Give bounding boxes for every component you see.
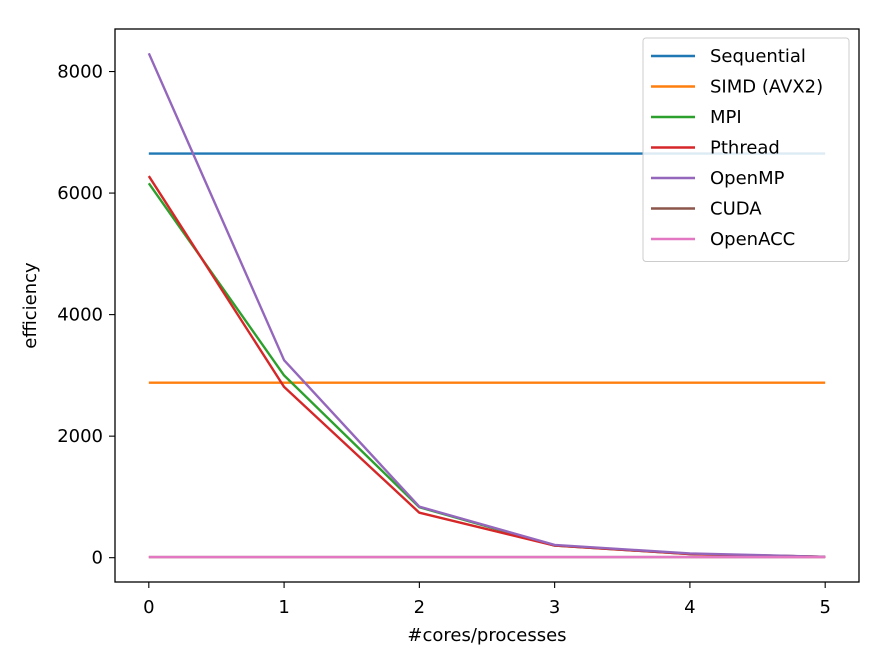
x-axis-ticks: 0 1 2 3 4 5 [143, 582, 831, 618]
legend-item: CUDA [651, 199, 762, 220]
legend-item: SIMD (AVX2) [651, 77, 823, 98]
legend-label: OpenMP [710, 168, 785, 189]
legend-label: SIMD (AVX2) [710, 77, 823, 98]
y-tick-label: 2000 [57, 426, 103, 447]
legend-item: OpenACC [651, 229, 795, 250]
legend-label: Sequential [710, 46, 806, 67]
legend-item: MPI [651, 107, 742, 128]
series-line-4 [147, 52, 826, 558]
legend-label: OpenACC [710, 229, 795, 250]
y-tick-label: 4000 [57, 305, 103, 326]
legend-box [642, 37, 850, 262]
legend-label: CUDA [710, 199, 762, 220]
series-layer [147, 52, 826, 559]
y-tick-label: 8000 [57, 62, 103, 83]
legend-item: Pthread [651, 138, 780, 159]
legend-item: OpenMP [651, 168, 785, 189]
y-tick-label: 0 [92, 548, 103, 569]
x-axis-label: #cores/processes [407, 625, 566, 646]
y-axis-label: efficiency [20, 262, 41, 349]
y-axis-ticks: 0 2000 4000 6000 8000 [57, 62, 115, 569]
x-tick-label: 5 [819, 597, 830, 618]
legend: Sequential SIMD (AVX2) MPI Pthread OpenMP CUD… [642, 37, 850, 262]
legend-item: Sequential [651, 46, 806, 67]
x-tick-label: 0 [143, 597, 154, 618]
x-tick-label: 1 [278, 597, 289, 618]
x-tick-label: 4 [684, 597, 695, 618]
x-tick-label: 3 [549, 597, 560, 618]
legend-label: Pthread [710, 138, 780, 159]
legend-label: MPI [710, 107, 742, 128]
y-tick-label: 6000 [57, 183, 103, 204]
x-tick-label: 2 [414, 597, 425, 618]
plot-area-frame [114, 28, 860, 583]
